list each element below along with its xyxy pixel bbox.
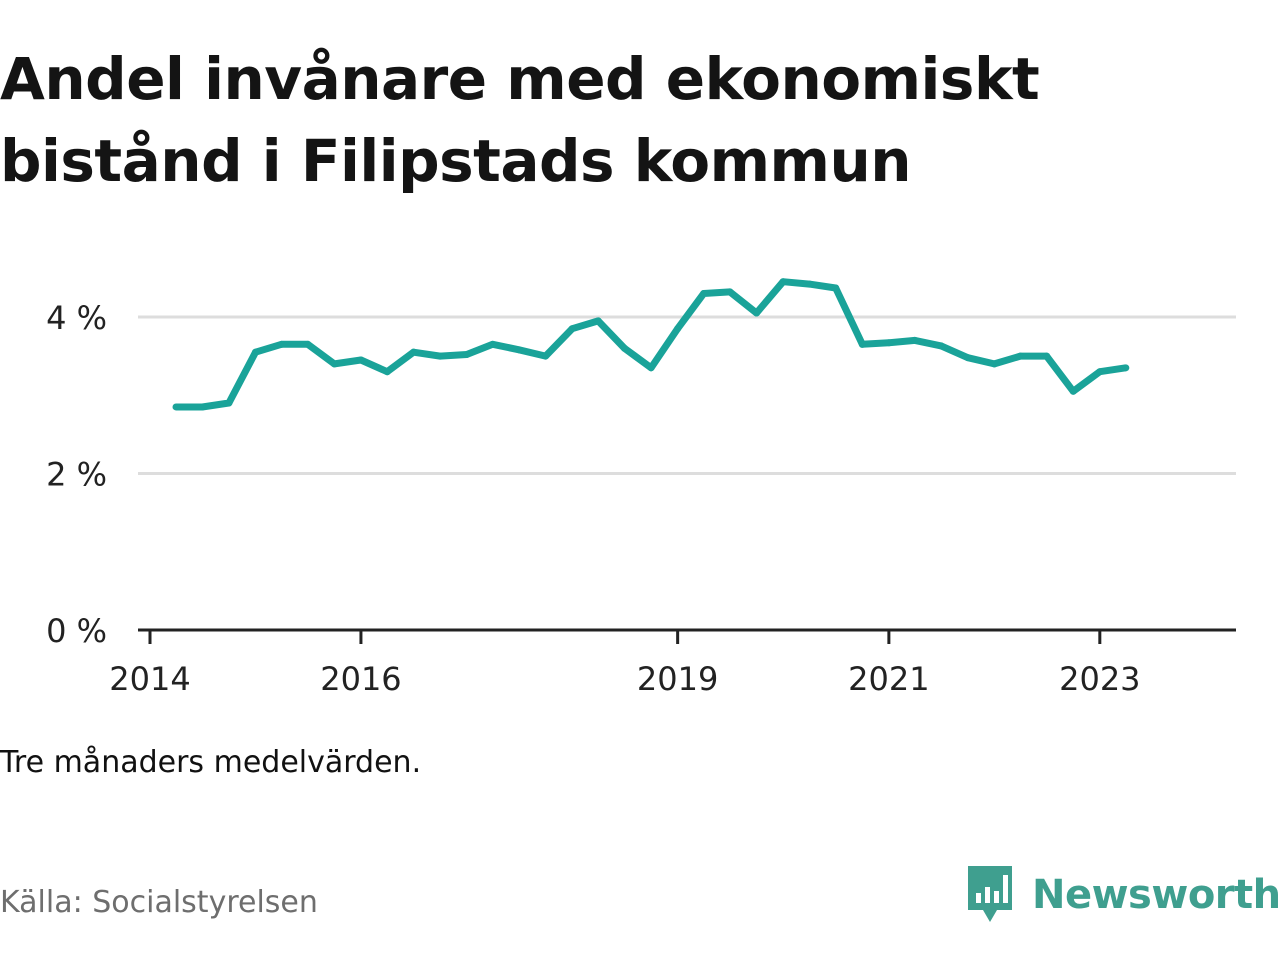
data-point [700, 289, 708, 297]
data-point [885, 339, 893, 347]
chart-title: Andel invånare med ekonomiskt bistånd i … [0, 45, 1040, 195]
y-tick-label: 2 % [46, 455, 107, 493]
data-point [410, 348, 418, 356]
data-point [1096, 368, 1104, 376]
data-point [1069, 387, 1077, 395]
data-point [1016, 352, 1024, 360]
data-point [779, 278, 787, 286]
y-tick-label: 4 % [46, 299, 107, 337]
data-point [1043, 352, 1051, 360]
data-point [383, 368, 391, 376]
data-point [726, 288, 734, 296]
data-point [330, 360, 338, 368]
data-point [436, 352, 444, 360]
data-point [858, 340, 866, 348]
gridlines [138, 315, 1236, 475]
brand-logo[interactable]: Newsworthy [964, 862, 1280, 928]
x-tick-label: 2016 [320, 660, 401, 698]
data-point [463, 351, 471, 359]
brand-name: Newsworthy [1032, 872, 1280, 918]
data-point [568, 325, 576, 333]
y-axis-tick-labels: 0 % 2 % 4 % [46, 299, 107, 650]
data-point [542, 352, 550, 360]
data-point [277, 340, 285, 348]
data-point [990, 360, 998, 368]
x-tick-label: 2021 [848, 660, 929, 698]
series-layer [172, 278, 1130, 411]
data-point [198, 403, 206, 411]
data-point [805, 280, 813, 288]
data-point [937, 342, 945, 350]
data-point [964, 354, 972, 362]
data-point [911, 336, 919, 344]
data-point [594, 317, 602, 325]
data-point [172, 403, 180, 411]
y-tick-label: 0 % [46, 612, 107, 650]
data-point [620, 344, 628, 352]
data-point [489, 340, 497, 348]
series-line [176, 278, 1127, 411]
data-point [753, 309, 761, 317]
data-point [304, 340, 312, 348]
source-text: Källa: Socialstyrelsen [0, 885, 318, 920]
chart-note: Tre månaders medelvärden. [0, 745, 422, 780]
x-tick-label: 2023 [1059, 660, 1140, 698]
x-axis-ticks: 2014 2016 2019 2021 2023 [109, 630, 1141, 698]
bar-chart-speech-bubble-icon [968, 866, 1012, 922]
data-point [357, 356, 365, 364]
x-tick-label: 2014 [109, 660, 190, 698]
data-point [251, 348, 259, 356]
data-point [515, 346, 523, 354]
data-point [1122, 364, 1130, 372]
data-point [225, 399, 233, 407]
data-point [647, 364, 655, 372]
x-tick-label: 2019 [637, 660, 718, 698]
data-point [832, 284, 840, 292]
data-point [674, 325, 682, 333]
